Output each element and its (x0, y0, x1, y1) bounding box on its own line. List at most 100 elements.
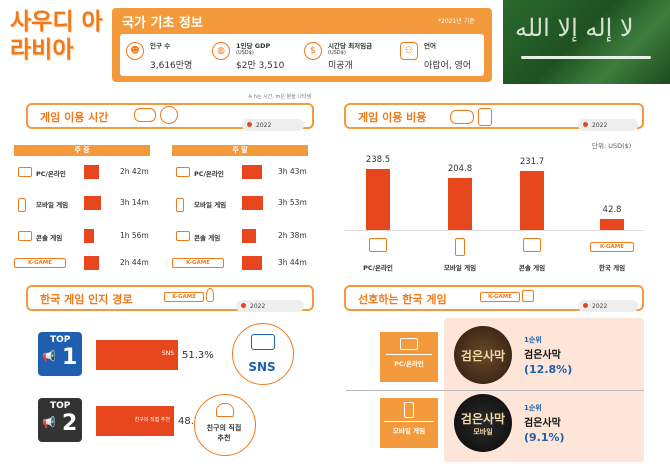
kgame-badge: K-GAME (164, 292, 204, 302)
awareness-year: 2022 (236, 300, 304, 312)
pc-game-percent: (12.8%) (524, 363, 573, 376)
weekend-time-value: 3h 43m (278, 167, 307, 176)
preferred-year: 2022 (578, 300, 638, 312)
basic-info-title: 국가 기초 정보 (122, 16, 203, 31)
gdp-value: $2만 3,510 (236, 61, 285, 71)
spend-bar (520, 171, 544, 230)
console-icon (523, 238, 541, 252)
weekend-time-bar (242, 196, 263, 210)
sns-bar: SNS (96, 340, 178, 370)
spend-category-label: 콘솔 게임 (518, 264, 546, 272)
weekday-time-bar (84, 256, 99, 270)
kgame-badge: K-GAME (480, 292, 520, 302)
monitor-icon (18, 167, 32, 177)
play-time-row-label: PC/온라인 (194, 170, 224, 178)
gamepad-icon (450, 110, 474, 124)
top1-word: TOP (50, 335, 71, 345)
weekday-time-value: 3h 14m (120, 198, 149, 207)
mobile-icon (455, 238, 465, 256)
coins-icon (478, 108, 492, 126)
people-icon: ☻ (126, 42, 144, 60)
clock-icon (160, 106, 178, 124)
thumbs-up-icon (522, 290, 534, 302)
top1-number: 1 (62, 345, 78, 370)
friend-bubble: 친구의 직접 추천 (194, 394, 256, 456)
friend-bar-label: 친구의 직접 추천 (134, 417, 170, 423)
population-value: 3,616만명 (150, 61, 193, 71)
spend-category-label: PC/온라인 (363, 264, 393, 272)
gamepad-icon (134, 108, 156, 122)
spend-year: 2022 (578, 119, 638, 131)
weekend-tab: 주 말 (172, 145, 308, 156)
weekday-time-value: 2h 44m (120, 258, 149, 267)
country-title: 사우디 아라비아 (10, 9, 103, 63)
coin-clock-icon: $ (304, 42, 322, 60)
basic-info-box (120, 34, 484, 76)
mobile-platform-box: 모바일 게임 (380, 398, 438, 448)
gdp-unit: (USD$) (236, 50, 254, 56)
flag-script-emblem: ﻻ ﺇﻟﻪ ﺇﻻ ﺍﻟﻠﻪ (515, 14, 634, 42)
mobile-rank: 1순위 (524, 404, 542, 412)
mobile-platform-label: 모바일 게임 (384, 421, 434, 435)
preferred-divider (346, 390, 644, 391)
weekend-time-value: 3h 53m (278, 198, 307, 207)
pc-platform-label: PC/온라인 (386, 354, 432, 368)
black-desert-mobile-logo-title: 검은사막 (460, 411, 506, 426)
pc-rank: 1순위 (524, 336, 542, 344)
globe-icon: ◍ (212, 42, 230, 60)
play-time-title: 게임 이용 시간 (40, 111, 109, 124)
spend-unit: 단위: USD($) (592, 142, 632, 150)
wage-unit: (USD$) (328, 50, 346, 56)
spend-baseline (344, 230, 644, 231)
weekday-time-bar (84, 165, 99, 179)
top1-badge: TOP 📢 1 (38, 332, 82, 376)
console-icon (18, 231, 32, 241)
black-desert-mobile-logo: 검은사막 모바일 (454, 394, 512, 452)
spend-category-label: 모바일 게임 (443, 264, 477, 272)
monitor-icon (176, 167, 190, 177)
weekday-time-bar (84, 196, 101, 210)
friend-percent: 48.7% (178, 416, 210, 427)
sns-bubble-label: SNS (248, 360, 276, 374)
gdp-label: 1인당 GDP (236, 42, 271, 50)
preferred-title: 선호하는 한국 게임 (358, 293, 447, 306)
top2-word: TOP (50, 401, 71, 411)
spend-value-label: 238.5 (365, 155, 391, 165)
pc-platform-box: PC/온라인 (380, 332, 438, 382)
language-label: 언어 (424, 42, 436, 50)
top2-number: 2 (62, 411, 78, 436)
spend-bar (366, 169, 390, 230)
kgame-badge: K-GAME (172, 258, 224, 268)
friend-bubble-label: 친구의 직접 추천 (206, 424, 242, 442)
weekend-time-bar (242, 229, 256, 243)
mobile-game-percent: (9.1%) (524, 431, 565, 444)
mobile-icon (176, 198, 184, 212)
population-label: 인구 수 (150, 42, 171, 50)
time-unit-note: ※ h는 시간, m은 분을 나타냄 (248, 94, 312, 100)
mobile-icon (18, 198, 26, 212)
sns-percent: 51.3% (182, 350, 214, 361)
friend-recommend-bar: 친구의 직접 추천 (96, 406, 174, 436)
weekday-time-value: 1h 56m (120, 231, 149, 240)
black-desert-logo: 검은사막 (454, 326, 512, 384)
speech-people-icon: ⚇ (400, 42, 418, 60)
pc-game-name: 검은사막 (524, 350, 561, 361)
spend-bar (600, 219, 624, 230)
spend-category-label: 한국 게임 (598, 264, 626, 272)
wage-value: 미공개 (328, 61, 353, 71)
saudi-flag-image: ﻻ ﺇﻟﻪ ﺇﻻ ﺍﻟﻠﻪ (503, 0, 670, 84)
spend-bar (448, 178, 472, 230)
spend-value-label: 42.8 (602, 205, 622, 215)
year-note: *2021년 기준 (438, 18, 475, 25)
awareness-title: 한국 게임 인지 경로 (40, 293, 133, 306)
megaphone-icon: 📢 (42, 350, 56, 363)
weekend-time-bar (242, 165, 262, 179)
weekday-time-bar (84, 229, 94, 243)
weekend-time-value: 3h 44m (278, 258, 307, 267)
weekday-time-value: 2h 42m (120, 167, 149, 176)
monitor-icon (400, 338, 418, 350)
play-time-row-label: PC/온라인 (36, 170, 66, 178)
megaphone-icon: 📢 (42, 416, 56, 429)
kgame-badge: K-GAME (590, 242, 634, 252)
play-time-row-label: 콘솔 게임 (36, 234, 63, 242)
